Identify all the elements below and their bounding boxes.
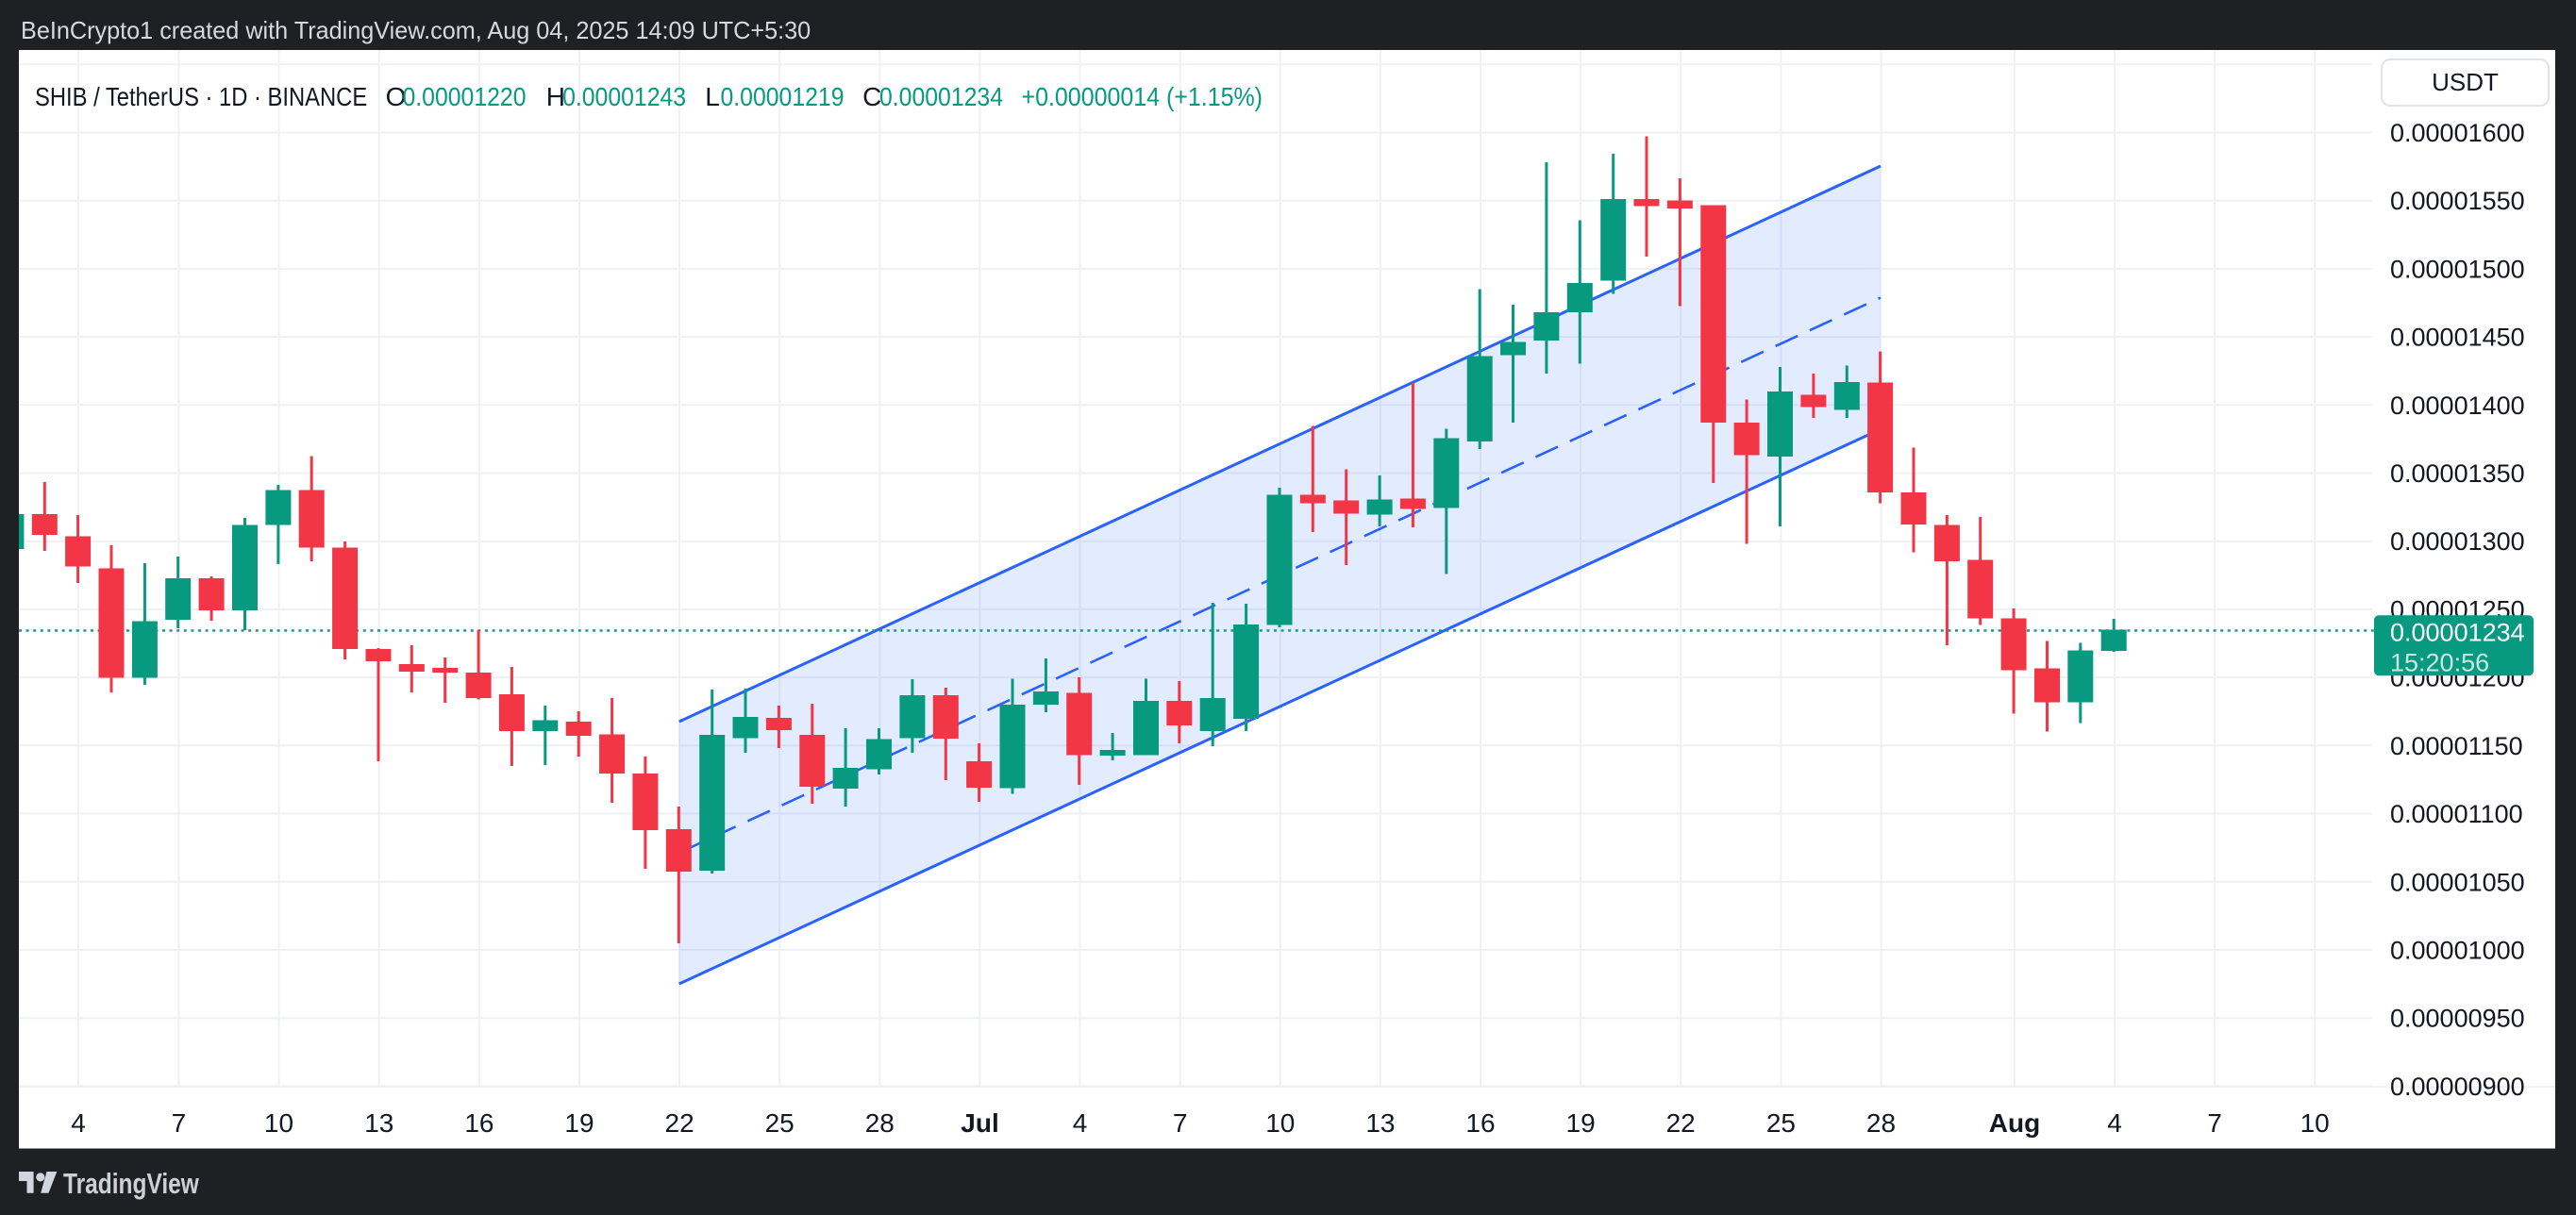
svg-text:0.00000950: 0.00000950 <box>2390 1005 2525 1033</box>
svg-text:0.00001234: 0.00001234 <box>2390 619 2525 647</box>
svg-text:0.00001243: 0.00001243 <box>562 82 686 111</box>
svg-text:28: 28 <box>865 1108 895 1138</box>
svg-text:16: 16 <box>1465 1108 1495 1138</box>
svg-text:0.00001234: 0.00001234 <box>879 82 1003 111</box>
svg-text:0.00001550: 0.00001550 <box>2390 187 2525 215</box>
svg-text:7: 7 <box>172 1108 187 1138</box>
svg-text:SHIB / TetherUS · 1D · BINANCE: SHIB / TetherUS · 1D · BINANCE <box>35 82 367 111</box>
svg-text:19: 19 <box>564 1108 594 1138</box>
svg-text:10: 10 <box>1265 1108 1295 1138</box>
svg-text:0.00001220: 0.00001220 <box>403 82 527 111</box>
svg-text:0.00001150: 0.00001150 <box>2390 732 2523 760</box>
svg-text:0.00001400: 0.00001400 <box>2390 391 2525 420</box>
svg-text:13: 13 <box>364 1108 393 1138</box>
svg-text:22: 22 <box>1666 1108 1696 1138</box>
svg-text:16: 16 <box>464 1108 493 1138</box>
svg-text:0.00001000: 0.00001000 <box>2390 937 2525 965</box>
svg-text:0.00001500: 0.00001500 <box>2390 255 2525 283</box>
svg-text:25: 25 <box>765 1108 795 1138</box>
svg-text:Jul: Jul <box>961 1108 998 1138</box>
svg-text:C: C <box>862 82 881 111</box>
svg-text:7: 7 <box>2207 1108 2222 1138</box>
svg-text:4: 4 <box>2107 1108 2122 1138</box>
svg-text:25: 25 <box>1766 1108 1796 1138</box>
svg-text:L: L <box>705 82 720 111</box>
svg-text:0.00001050: 0.00001050 <box>2390 868 2525 896</box>
svg-text:10: 10 <box>2300 1108 2330 1138</box>
svg-text:4: 4 <box>71 1108 86 1138</box>
svg-text:Aug: Aug <box>1989 1108 2040 1138</box>
svg-text:O: O <box>386 82 407 111</box>
svg-text:7: 7 <box>1173 1108 1188 1138</box>
svg-text:4: 4 <box>1073 1108 1088 1138</box>
svg-text:19: 19 <box>1566 1108 1596 1138</box>
svg-text:0.00001219: 0.00001219 <box>721 82 845 111</box>
svg-text:0.00001450: 0.00001450 <box>2390 324 2525 352</box>
svg-text:0.00000900: 0.00000900 <box>2390 1073 2525 1101</box>
svg-text:+0.00000014 (+1.15%): +0.00000014 (+1.15%) <box>1022 82 1263 111</box>
svg-text:0.00001350: 0.00001350 <box>2390 459 2525 488</box>
svg-text:0.00001300: 0.00001300 <box>2390 527 2525 556</box>
svg-text:28: 28 <box>1866 1108 1896 1138</box>
svg-text:0.00001100: 0.00001100 <box>2390 800 2523 828</box>
svg-text:H: H <box>546 82 565 111</box>
svg-text:13: 13 <box>1365 1108 1395 1138</box>
svg-text:0.00001600: 0.00001600 <box>2390 119 2525 147</box>
svg-text:15:20:56: 15:20:56 <box>2390 649 2489 677</box>
svg-text:22: 22 <box>665 1108 694 1138</box>
svg-text:10: 10 <box>264 1108 293 1138</box>
